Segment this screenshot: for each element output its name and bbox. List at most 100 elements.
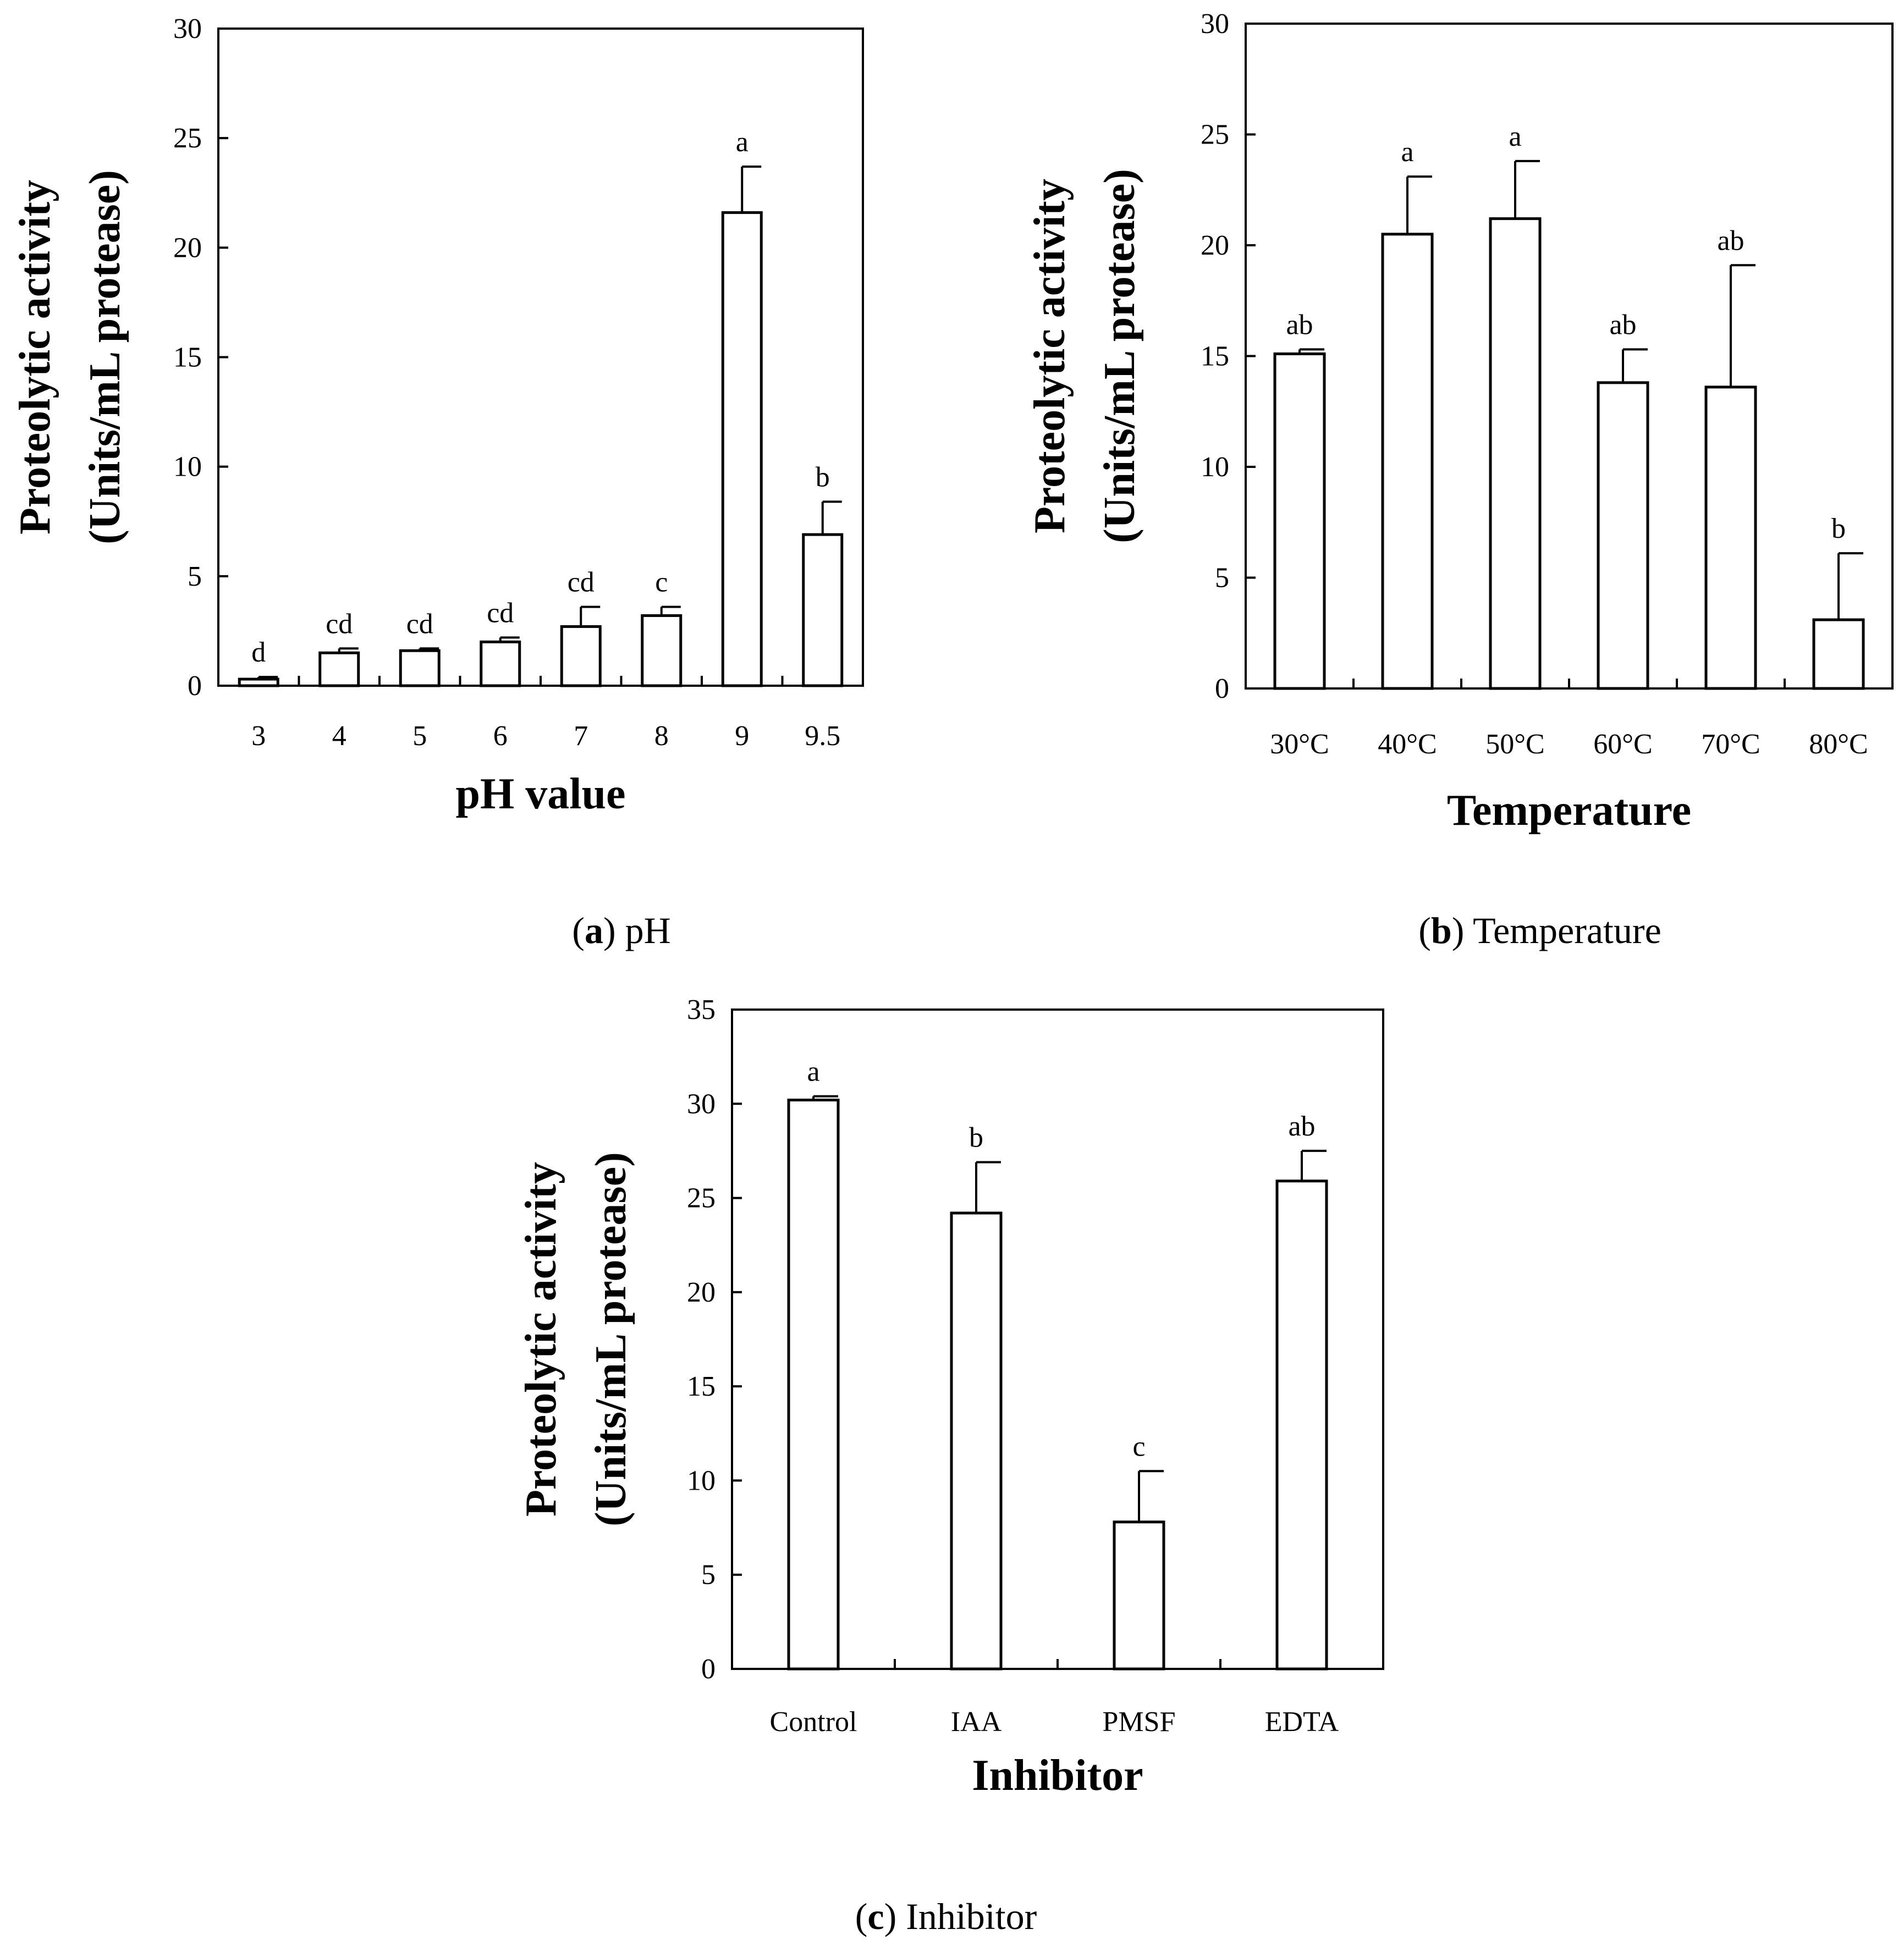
- bar-40°C: [1381, 233, 1434, 690]
- significance-letter: b: [1831, 513, 1846, 544]
- y-tick-label: 0: [701, 1654, 716, 1685]
- y-axis-title-line1: Proteolytic activity: [11, 180, 59, 534]
- bar-50°C: [1489, 217, 1542, 690]
- y-tick-label: 15: [173, 342, 202, 373]
- significance-letter: ab: [1288, 1111, 1315, 1142]
- panel-caption-label: c: [867, 1895, 884, 1937]
- y-tick-label: 20: [1201, 230, 1229, 261]
- panel-caption-text: pH: [625, 910, 671, 951]
- bar-PMSF: [1113, 1520, 1165, 1671]
- y-tick-label: 5: [1215, 563, 1229, 594]
- y-tick-label: 0: [188, 670, 202, 702]
- y-tick-label: 0: [1215, 673, 1229, 704]
- significance-letter: ab: [1717, 225, 1744, 256]
- x-tick-label: 3: [251, 720, 266, 752]
- significance-letter: cd: [568, 567, 595, 598]
- chart-panel-c: 0 5 10 15 20 25 30 35 a Control b IAA c PMSF ab EDTA Inh…: [517, 994, 1384, 1937]
- bar-80°C: [1812, 618, 1865, 690]
- x-tick-label: 30°C: [1270, 729, 1329, 760]
- bar-70°C: [1704, 385, 1757, 690]
- panel-caption: (c) Inhibitor: [855, 1895, 1037, 1937]
- significance-letter: a: [736, 126, 749, 158]
- x-tick-label: IAA: [951, 1706, 1002, 1738]
- y-tick-label: 10: [1201, 451, 1229, 483]
- x-tick-label: 4: [332, 720, 346, 752]
- significance-letter: a: [807, 1056, 819, 1088]
- y-tick-label: 30: [687, 1088, 716, 1120]
- y-tick-label: 10: [173, 451, 202, 483]
- significance-letter: cd: [487, 597, 514, 629]
- x-tick-label: 60°C: [1593, 729, 1652, 760]
- y-axis-title-line2: (Units/mL protease): [587, 1152, 635, 1526]
- y-tick-label: 5: [188, 561, 202, 592]
- x-tick-label: 50°C: [1485, 729, 1544, 760]
- bar-Control: [787, 1098, 840, 1671]
- bar-9.5: [802, 533, 844, 687]
- x-axis-title: Inhibitor: [972, 1751, 1143, 1800]
- bar-30°C: [1273, 352, 1326, 690]
- y-axis-title-line1: Proteolytic activity: [517, 1162, 565, 1517]
- significance-letter: a: [1401, 136, 1413, 168]
- x-tick-label: 7: [574, 720, 588, 752]
- significance-letter: b: [969, 1122, 983, 1153]
- x-tick-label: EDTA: [1265, 1706, 1339, 1738]
- panel-caption: (b) Temperature: [1418, 910, 1661, 951]
- y-tick-label: 15: [1201, 341, 1229, 372]
- significance-letter: c: [655, 567, 668, 598]
- y-tick-label: 5: [701, 1559, 716, 1591]
- significance-letter: b: [816, 461, 830, 493]
- plot-frame: [217, 27, 864, 687]
- chart-panel-a: 0 5 10 15 20 25 30 d 3 cd 4 cd 5 cd 6 cd 7 c 8 a 9 b 9.5 pH val…: [11, 13, 864, 951]
- y-tick-label: 25: [687, 1183, 716, 1214]
- panel-caption-label: b: [1431, 910, 1452, 951]
- bar-8: [641, 614, 683, 687]
- y-axis-title-line1: Proteolytic activity: [1026, 179, 1074, 533]
- y-tick-label: 25: [1201, 119, 1229, 151]
- panel-caption-text: Inhibitor: [906, 1895, 1037, 1937]
- panel-caption-text: Temperature: [1473, 910, 1661, 951]
- bar-6: [480, 640, 521, 687]
- significance-letter: cd: [406, 608, 433, 640]
- significance-letter: c: [1132, 1431, 1145, 1462]
- panel-caption-label: a: [585, 910, 603, 951]
- x-tick-label: 70°C: [1701, 729, 1760, 760]
- x-tick-label: 5: [412, 720, 427, 752]
- bar-5: [399, 649, 441, 687]
- bar-9: [721, 211, 763, 687]
- bar-EDTA: [1275, 1180, 1328, 1671]
- x-tick-label: 9: [735, 720, 749, 752]
- significance-letter: ab: [1609, 309, 1636, 340]
- x-tick-label: 8: [654, 720, 669, 752]
- x-tick-label: 6: [493, 720, 508, 752]
- bar-IAA: [950, 1211, 1003, 1671]
- x-tick-label: 40°C: [1378, 729, 1437, 760]
- y-tick-label: 10: [687, 1465, 716, 1496]
- significance-letter: ab: [1286, 309, 1313, 340]
- chart-panel-b: 0 5 10 15 20 25 30 ab 30°C a 40°C a 50°C ab 60°C ab 70°C…: [1026, 8, 1894, 951]
- y-tick-label: 15: [687, 1371, 716, 1402]
- significance-letter: d: [251, 637, 266, 668]
- panel-caption: (a) pH: [572, 910, 670, 951]
- bar-4: [318, 651, 360, 687]
- y-axis-title-line2: (Units/mL protease): [1096, 169, 1144, 543]
- plot-frame: [1245, 23, 1894, 690]
- x-tick-label: PMSF: [1103, 1706, 1176, 1738]
- x-tick-label: Control: [770, 1706, 857, 1738]
- significance-letter: cd: [326, 608, 353, 640]
- y-tick-label: 20: [173, 232, 202, 263]
- x-tick-label: 80°C: [1809, 729, 1868, 760]
- y-tick-label: 30: [173, 13, 202, 45]
- y-tick-label: 35: [687, 994, 716, 1026]
- y-tick-label: 20: [687, 1277, 716, 1308]
- y-tick-label: 30: [1201, 8, 1229, 40]
- y-axis-title-line2: (Units/mL protease): [81, 170, 129, 544]
- bar-60°C: [1597, 381, 1649, 690]
- x-axis-title: Temperature: [1447, 786, 1691, 835]
- significance-letter: a: [1509, 121, 1521, 152]
- x-tick-label: 9.5: [805, 720, 840, 752]
- y-tick-label: 25: [173, 123, 202, 154]
- x-axis-title: pH value: [456, 770, 626, 818]
- bar-7: [560, 625, 602, 687]
- bar-3: [238, 677, 279, 687]
